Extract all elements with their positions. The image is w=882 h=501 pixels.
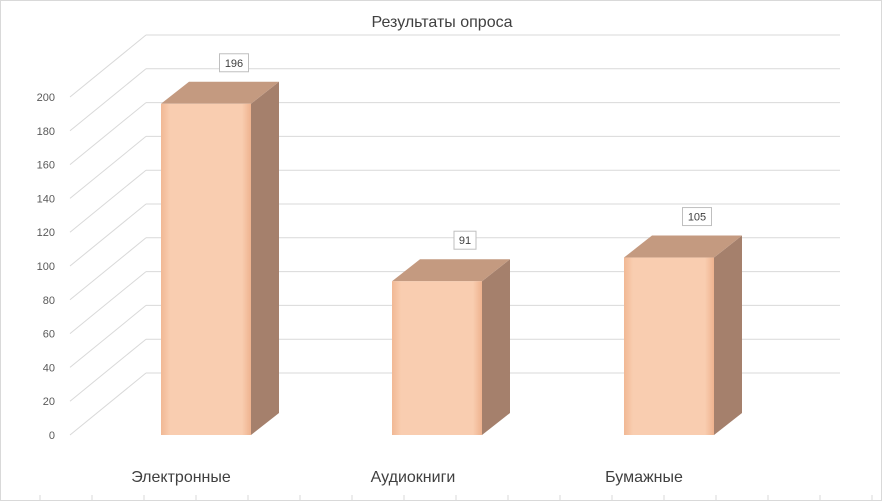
data-label: 105 — [682, 207, 712, 227]
bar-2 — [392, 259, 510, 435]
y-tick-label: 140 — [37, 193, 55, 205]
y-axis-tick-labels: 0 20 40 60 80 100 120 140 160 180 200 — [37, 92, 55, 442]
gridline-side — [69, 372, 147, 436]
y-tick-label: 200 — [37, 92, 55, 104]
chart-title: Результаты опроса — [372, 14, 513, 31]
y-tick-label: 100 — [37, 261, 55, 273]
bar-1 — [161, 81, 279, 435]
y-tick-label: 80 — [43, 295, 55, 307]
bar-top-face — [392, 259, 510, 282]
data-labels: 196 91 105 — [219, 53, 712, 250]
x-tick-label: Бумажные — [605, 469, 683, 486]
data-label-text: 105 — [688, 212, 706, 224]
bar-front-face — [161, 103, 251, 435]
data-label: 91 — [453, 230, 477, 250]
y-tick-label: 20 — [43, 396, 55, 408]
data-label-box — [219, 53, 249, 73]
y-tick-label: 40 — [43, 362, 55, 374]
bar-side-face — [714, 235, 742, 435]
data-label-text: 196 — [225, 58, 243, 70]
bar-front-face — [624, 257, 714, 435]
y-tick-label: 0 — [49, 430, 55, 442]
y-tick-label: 120 — [37, 227, 55, 239]
bar-front-face — [392, 281, 482, 435]
gridline-side — [69, 305, 147, 368]
bar-top-face — [624, 235, 742, 258]
data-label: 196 — [219, 53, 249, 73]
y-tick-label: 180 — [37, 126, 55, 138]
bar-side-face — [251, 81, 279, 435]
gridline-side — [69, 237, 147, 301]
bars — [161, 81, 742, 435]
gridline-side — [69, 169, 147, 233]
data-label-text: 91 — [459, 235, 471, 247]
y-tick-label: 60 — [43, 329, 55, 341]
gridline-side — [69, 102, 147, 165]
data-label-box — [453, 230, 477, 250]
bar-side-face — [482, 259, 510, 435]
bar-top-face — [161, 81, 279, 104]
x-axis-category-labels: Электронные Аудиокниги Бумажные — [131, 469, 683, 486]
gridline-side — [69, 203, 147, 267]
data-label-box — [682, 207, 712, 227]
y-tick-label: 160 — [37, 160, 55, 172]
bar-3 — [624, 235, 742, 435]
gridline-side — [69, 271, 147, 334]
gridline-side — [69, 338, 147, 402]
gridline-side — [69, 136, 147, 199]
x-tick-label: Аудиокниги — [371, 469, 456, 486]
gridline-side — [69, 34, 147, 98]
x-tick-label: Электронные — [131, 469, 231, 486]
gridline-side — [69, 68, 147, 132]
